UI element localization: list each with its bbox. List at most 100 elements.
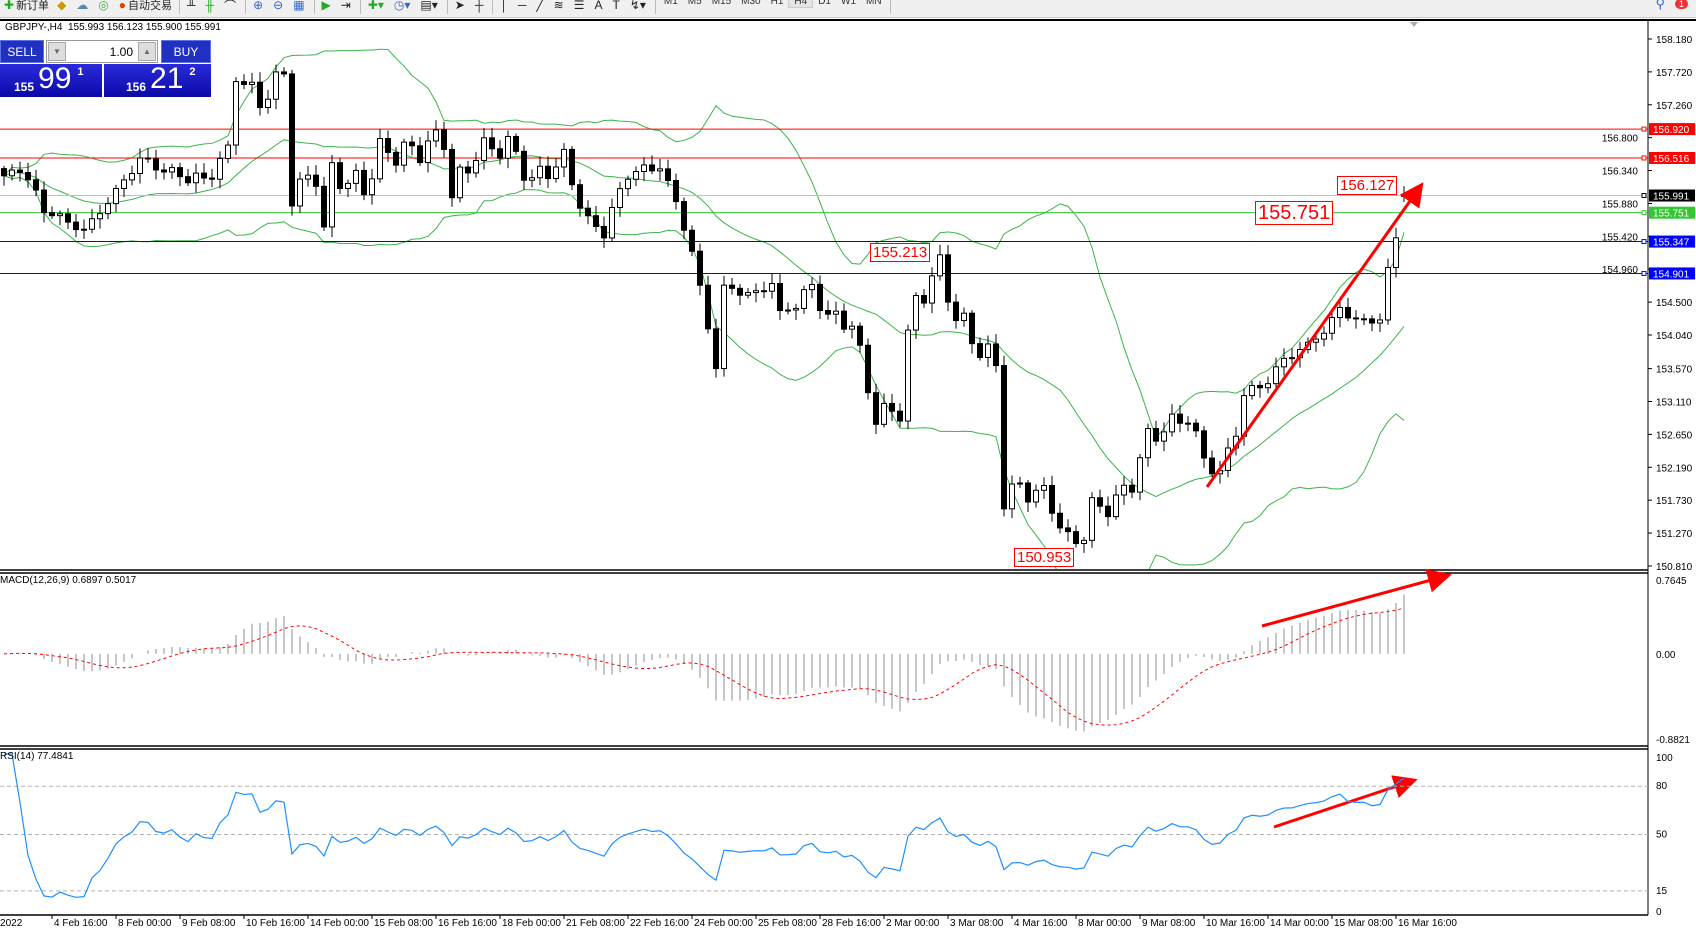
lot-size-input[interactable]: 1.00 bbox=[109, 44, 133, 59]
tile-button[interactable]: ▦ bbox=[289, 0, 310, 13]
time-tick-label: 24 Feb 00:00 bbox=[694, 918, 753, 929]
timeframe-h4[interactable]: H4 bbox=[788, 0, 814, 8]
bid-price[interactable]: 155 99 1 bbox=[0, 64, 102, 97]
lot-increase-icon[interactable]: ▲ bbox=[138, 42, 156, 61]
buy-button[interactable]: BUY bbox=[161, 40, 211, 63]
text-button[interactable]: A bbox=[590, 0, 608, 13]
fibonacci-button[interactable]: ≋ bbox=[550, 0, 570, 13]
candle bbox=[1057, 512, 1063, 529]
fibo-fan-button[interactable]: ☰ bbox=[570, 0, 591, 13]
fibonacci-icon: ≋ bbox=[553, 0, 564, 12]
timeframe-m15[interactable]: M15 bbox=[711, 0, 732, 7]
horizontal-line-button[interactable]: ─ bbox=[514, 0, 533, 13]
crosshair-icon: ┼ bbox=[474, 0, 484, 12]
macd-tick-label: 0.7645 bbox=[1656, 576, 1687, 587]
vertical-line-icon: │ bbox=[500, 0, 508, 12]
label-button[interactable]: T bbox=[608, 0, 625, 13]
candle bbox=[1161, 431, 1167, 442]
candle bbox=[977, 343, 983, 358]
candle bbox=[905, 329, 911, 422]
lot-decrease-icon[interactable]: ▼ bbox=[48, 42, 66, 61]
candle bbox=[153, 158, 159, 171]
periods-icon: ◷▾ bbox=[393, 0, 411, 12]
candle bbox=[185, 176, 191, 184]
templates-button[interactable]: ▤▾ bbox=[416, 0, 443, 13]
crosshair-button[interactable]: ┼ bbox=[471, 0, 490, 13]
candle bbox=[393, 151, 399, 166]
trend-arrow-rsi bbox=[1273, 775, 1418, 829]
candle bbox=[529, 177, 535, 181]
annotation-high[interactable]: 156.127 bbox=[1337, 176, 1398, 195]
bollinger-lower bbox=[3, 175, 1405, 569]
candle bbox=[177, 167, 183, 178]
bollinger-middle bbox=[3, 139, 1405, 498]
search-icon[interactable]: ⚲ bbox=[1655, 0, 1665, 11]
toolbar: ✚ 新订单 ◆ ☁ ◎ ● 自动交易 ╨ ╫ ⌒ ⊕ ⊖ ▦ ▶ ⇥ ✚▾ ◷▾ ▤… bbox=[0, 0, 1696, 18]
macd-tick-label: 0.00 bbox=[1656, 650, 1676, 661]
candle bbox=[97, 213, 103, 220]
candle bbox=[209, 177, 215, 180]
candle bbox=[729, 284, 735, 289]
sell-button[interactable]: SELL bbox=[0, 40, 44, 63]
timeframe-h1[interactable]: H1 bbox=[770, 0, 784, 7]
timeframe-w1[interactable]: W1 bbox=[841, 0, 856, 7]
candle bbox=[1185, 422, 1191, 425]
bar-chart-button[interactable]: ╨ bbox=[183, 0, 202, 13]
zoom-in-button[interactable]: ⊕ bbox=[249, 0, 269, 13]
bollinger-upper bbox=[3, 48, 1405, 439]
trendline-button[interactable]: ╱ bbox=[532, 0, 549, 13]
chart-header: GBPJPY-,H4 155.993 156.123 155.900 155.9… bbox=[5, 22, 221, 33]
periods-button[interactable]: ◷▾ bbox=[390, 0, 417, 13]
macd-signal-line bbox=[3, 607, 1405, 726]
cursor-button[interactable]: ➤ bbox=[451, 0, 471, 13]
one-click-trading-panel: SELL ▼ 1.00 ▲ BUY 155 99 1 156 21 2 bbox=[0, 40, 211, 97]
candle bbox=[1153, 428, 1159, 442]
autoscroll-button[interactable]: ▶ bbox=[318, 0, 337, 13]
rsi-tick-label: 100 bbox=[1656, 753, 1673, 764]
auto-trading-button[interactable]: ● 自动交易 bbox=[115, 0, 176, 13]
candle bbox=[745, 292, 751, 296]
candle bbox=[761, 290, 767, 293]
candle-chart-button[interactable]: ╫ bbox=[202, 0, 221, 13]
zoom-out-icon: ⊖ bbox=[273, 0, 284, 12]
notification-badge[interactable]: 1 bbox=[1674, 0, 1688, 9]
time-tick-label: 22 Feb 16:00 bbox=[630, 918, 689, 929]
autoscroll-icon: ▶ bbox=[321, 0, 331, 12]
candle bbox=[689, 229, 695, 252]
timeframe-d1[interactable]: D1 bbox=[818, 0, 831, 7]
time-tick-label: 9 Mar 08:00 bbox=[1142, 918, 1196, 929]
signal-button[interactable]: ◎ bbox=[94, 0, 114, 13]
annotation-level[interactable]: 155.751 bbox=[1255, 201, 1334, 225]
chart-shift-button[interactable]: ⇥ bbox=[337, 0, 357, 13]
candle bbox=[833, 310, 839, 315]
arrows-button[interactable]: ↯▾ bbox=[626, 0, 652, 13]
timeframe-m30[interactable]: M30 bbox=[741, 0, 761, 7]
toolbar-right: ⚲ 1 bbox=[1655, 0, 1688, 12]
candle bbox=[425, 140, 431, 164]
indicators-button[interactable]: ✚▾ bbox=[364, 0, 390, 13]
time-tick-label: 14 Mar 00:00 bbox=[1270, 918, 1329, 929]
candle bbox=[1273, 366, 1279, 385]
price-tick-label: 157.720 bbox=[1656, 68, 1693, 79]
price-level-label: 156.920 bbox=[1653, 125, 1690, 136]
zoom-out-button[interactable]: ⊖ bbox=[269, 0, 289, 13]
candle bbox=[521, 150, 527, 181]
cloud-button[interactable]: ☁ bbox=[72, 0, 94, 13]
timeframe-m5[interactable]: M5 bbox=[687, 0, 702, 7]
timeframe-mn[interactable]: MN bbox=[866, 0, 882, 7]
annotation-swing-high[interactable]: 155.213 bbox=[870, 243, 931, 262]
annotation-low[interactable]: 150.953 bbox=[1014, 548, 1075, 567]
line-chart-button[interactable]: ⌒ bbox=[220, 0, 242, 13]
timeframe-m1[interactable]: M1 bbox=[663, 0, 678, 7]
new-order-button[interactable]: ✚ 新订单 bbox=[0, 0, 53, 13]
lot-size-stepper[interactable]: ▼ 1.00 ▲ bbox=[46, 40, 158, 63]
candle bbox=[721, 284, 727, 370]
candle bbox=[57, 213, 63, 217]
gold-button[interactable]: ◆ bbox=[53, 0, 72, 13]
ask-price[interactable]: 156 21 2 bbox=[104, 64, 211, 97]
vertical-line-button[interactable]: │ bbox=[496, 0, 514, 13]
candle-chart-icon: ╫ bbox=[205, 0, 215, 12]
candle bbox=[169, 167, 175, 173]
candle bbox=[945, 254, 951, 303]
